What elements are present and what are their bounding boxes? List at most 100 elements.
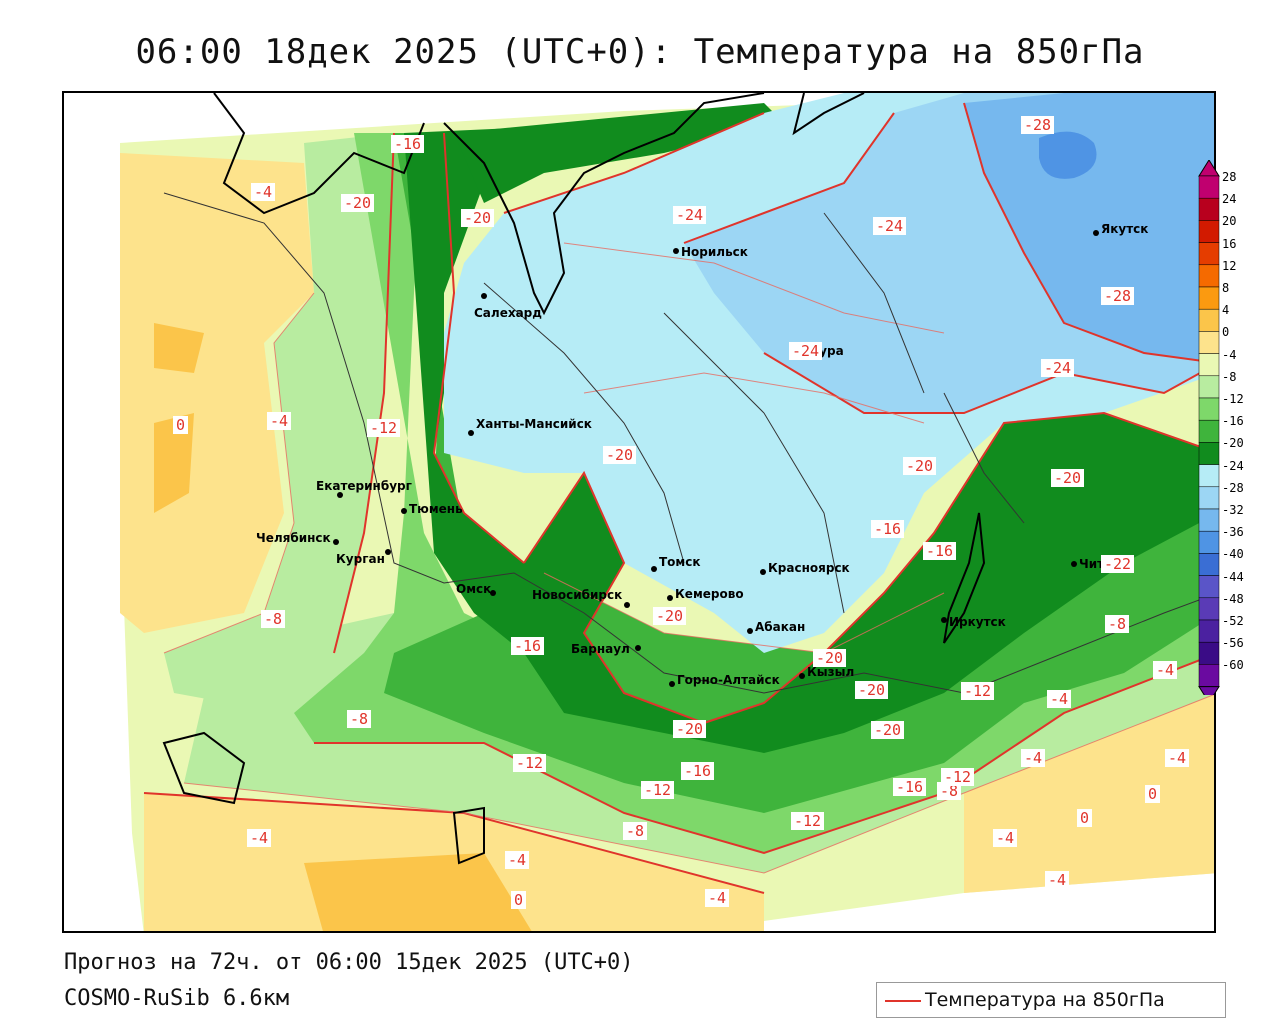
scale-label: -60 <box>1222 658 1244 673</box>
isotherm-label-bg <box>993 829 1017 847</box>
isotherm-label-bg <box>251 183 275 201</box>
scale-label: 4 <box>1222 303 1230 318</box>
isotherm-label-text: -16 <box>874 520 901 538</box>
isotherm-label-bg <box>1045 871 1069 889</box>
city-label-barnaul: Барнаул <box>571 642 630 656</box>
isotherm-label-bg <box>903 457 936 475</box>
isotherm-label-bg <box>1145 785 1160 803</box>
isotherm-label-bg <box>461 209 494 227</box>
isotherm-label-bg <box>923 542 956 560</box>
isotherm-label: -24 <box>789 342 822 360</box>
isotherm-label: -22 <box>1101 555 1134 573</box>
isotherm-label: -4 <box>705 889 729 907</box>
isotherm-label-bg <box>1021 749 1045 767</box>
scale-label: 20 <box>1222 214 1237 229</box>
isotherm-label-bg <box>367 419 400 437</box>
scale-swatch <box>1198 664 1220 687</box>
isotherm-label: -4 <box>251 183 275 201</box>
scale-swatch <box>1198 286 1220 310</box>
isotherm-label-text: -8 <box>264 610 282 628</box>
isotherm-label: -8 <box>261 610 285 628</box>
isotherm-label-text: -24 <box>792 342 819 360</box>
city-yakutsk: Якутск <box>1093 222 1148 236</box>
isotherm-label-bg <box>681 762 714 780</box>
isotherm-label: -4 <box>1045 871 1069 889</box>
isotherm-label: -16 <box>923 542 956 560</box>
isotherm-label: -4 <box>1153 661 1177 679</box>
scale-swatch <box>1198 197 1220 221</box>
city-khanty-mansiysk: Ханты-Мансийск <box>468 417 592 436</box>
city-label-omsk: Омск <box>456 582 491 596</box>
city-tyumen: Тюмень <box>401 502 463 516</box>
city-novosibirsk: Новосибирск <box>532 588 630 608</box>
isotherm-label-bg <box>871 721 904 739</box>
isotherm-label: 0 <box>511 891 526 909</box>
isotherm-label-text: -8 <box>626 822 644 840</box>
city-kemerovo: Кемерово <box>667 587 744 601</box>
isotherm-label-text: -4 <box>1168 749 1186 767</box>
scale-swatch <box>1198 353 1220 377</box>
scale-swatch <box>1198 530 1220 554</box>
isotherm-label-text: -20 <box>1054 469 1081 487</box>
isotherm-label: -12 <box>941 768 974 786</box>
isotherm-label: -20 <box>653 607 686 625</box>
isotherm-label-bg <box>641 781 674 799</box>
isotherm-label-text: -20 <box>344 194 371 212</box>
isotherm-label-text: -20 <box>858 681 885 699</box>
isotherm-label-text: -12 <box>964 682 991 700</box>
isotherm-label: -28 <box>1021 116 1054 134</box>
isotherm-label-text: -24 <box>876 217 903 235</box>
isotherm-label: -4 <box>267 412 291 430</box>
isotherm-label-bg <box>961 682 994 700</box>
city-label-tyumen: Тюмень <box>409 502 463 516</box>
isotherm-label-text: 0 <box>1148 785 1157 803</box>
scale-swatch <box>1198 486 1220 510</box>
scale-label: -12 <box>1222 392 1244 406</box>
borders <box>163 192 1214 694</box>
isotherm-label-text: -22 <box>1104 555 1131 573</box>
isotherm-label: -20 <box>871 721 904 739</box>
cities: Салехард Норильск Тура Якутск Ханты-Манс… <box>256 222 1148 687</box>
city-label-chelyabinsk: Челябинск <box>256 531 331 545</box>
isotherm-label-bg <box>1101 287 1134 305</box>
isotherm-labels: -16 -4 -20 -20 -24 -24 -28 -28 -24 -24 0 -4 -12 -20 -2… <box>173 116 1214 909</box>
isotherm-label: -20 <box>813 649 846 667</box>
isotherm-label: -4 <box>247 829 271 847</box>
coastline <box>162 93 986 865</box>
city-label-irkutsk: Иркутск <box>949 615 1006 629</box>
isotherm-label: -20 <box>903 457 936 475</box>
scale-swatch <box>1198 397 1220 421</box>
isotherm-label-bg <box>341 194 374 212</box>
isotherm-label-text: -20 <box>464 209 491 227</box>
isotherm-label-bg <box>1021 116 1054 134</box>
city-abakan: Абакан <box>747 620 805 634</box>
city-label-tomsk: Томск <box>659 555 701 569</box>
isotherm-lines-thin <box>163 242 1214 874</box>
isotherm-label-bg <box>623 822 647 840</box>
isotherm-label-bg <box>267 412 291 430</box>
scale-swatch <box>1198 242 1220 266</box>
isotherm-label: -4 <box>1165 749 1189 767</box>
isotherm-label: -20 <box>673 720 706 738</box>
isotherm-label-text: 0 <box>176 416 185 434</box>
zone-minus-4 <box>164 133 394 713</box>
city-krasnoyarsk: Красноярск <box>760 561 850 575</box>
isotherm-label: -4 <box>505 851 529 869</box>
isotherm-label-text: -16 <box>684 762 711 780</box>
scale-label: 8 <box>1222 281 1230 295</box>
isotherm-label: -12 <box>961 682 994 700</box>
isotherm-label-text: -8 <box>1108 615 1126 633</box>
isotherm-label-text: -8 <box>350 710 368 728</box>
page-title: 06:00 18дек 2025 (UTC+0): Температура на… <box>135 32 1145 72</box>
city-label-gorno-altaysk: Горно-Алтайск <box>677 673 780 687</box>
isotherm-label-bg <box>603 446 636 464</box>
isotherm-label: -4 <box>1047 690 1071 708</box>
city-yekaterinburg: Екатеринбург <box>316 479 412 498</box>
isotherm-label-bg <box>511 637 544 655</box>
isotherm-label: -16 <box>871 520 904 538</box>
isotherm-label: -8 <box>347 710 371 728</box>
color-scale <box>1198 159 1220 704</box>
scale-arrow-bottom <box>1198 686 1220 704</box>
isotherm-label-text: -4 <box>996 829 1014 847</box>
city-label-kyzyl: Кызыл <box>807 665 854 679</box>
